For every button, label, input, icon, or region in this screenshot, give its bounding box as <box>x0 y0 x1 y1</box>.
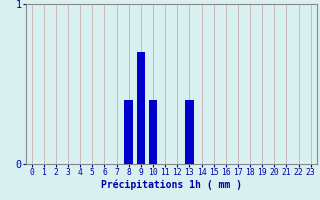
Bar <box>185 100 194 164</box>
Bar <box>137 52 145 164</box>
X-axis label: Précipitations 1h ( mm ): Précipitations 1h ( mm ) <box>101 180 242 190</box>
Bar <box>149 100 157 164</box>
Bar <box>124 100 133 164</box>
